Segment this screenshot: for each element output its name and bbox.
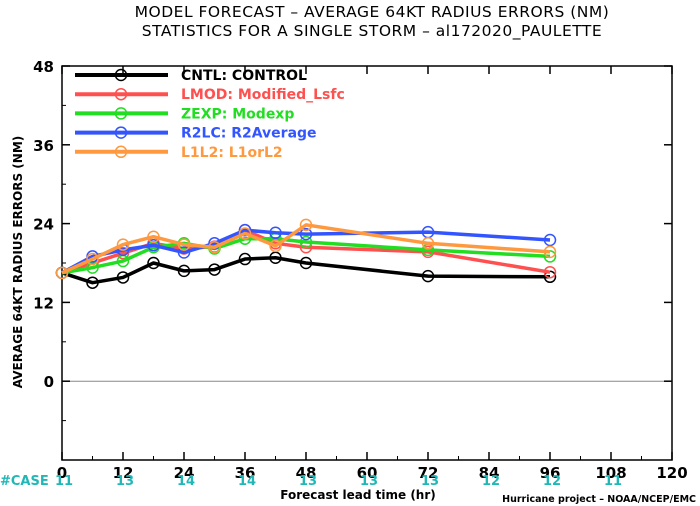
x-tick-label: 120 <box>656 464 687 482</box>
y-axis-label: AVERAGE 64KT RADIUS ERRORS (NM) <box>11 136 25 388</box>
case-count: 13 <box>116 474 134 489</box>
x-axis-label: Forecast lead time (hr) <box>280 488 436 502</box>
credit-text: Hurricane project – NOAA/NCEP/EMC <box>502 494 696 505</box>
series-line <box>61 255 551 285</box>
data-point <box>238 252 252 266</box>
legend-label: L1L2: L1orL2 <box>181 145 283 161</box>
data-point <box>177 238 191 251</box>
data-point <box>177 246 191 259</box>
x-tick-label: 24 <box>174 464 195 482</box>
case-count: 12 <box>482 474 500 489</box>
data-point <box>208 240 221 254</box>
x-tick-label: 84 <box>479 464 500 482</box>
case-row-title: #CASE <box>0 474 49 489</box>
case-count: 13 <box>421 474 439 489</box>
x-tick-label: 108 <box>595 464 626 482</box>
legend-marker <box>114 145 128 159</box>
data-point <box>299 227 313 241</box>
legend-label: R2LC: R2Average <box>181 126 317 142</box>
data-point <box>299 218 313 232</box>
case-count: 13 <box>360 474 378 489</box>
legend-entry: ZEXP: Modexp <box>75 106 294 122</box>
data-point <box>116 238 130 251</box>
y-tick-label: 24 <box>33 216 54 234</box>
data-point <box>238 223 252 237</box>
data-point <box>543 233 557 247</box>
legend-entry: L1L2: L1orL2 <box>75 145 283 161</box>
legend-label: LMOD: Modified_Lsfc <box>181 87 345 103</box>
data-point <box>299 256 313 270</box>
y-tick-label: 12 <box>33 294 54 312</box>
data-point <box>86 252 99 266</box>
legend-entry: CNTL: CONTROL <box>75 68 307 84</box>
y-tick-label: 48 <box>33 58 54 76</box>
data-point <box>208 263 221 276</box>
data-point <box>147 239 160 252</box>
series-layer <box>55 218 557 289</box>
x-tick-label: 0 <box>57 464 67 482</box>
series-5 <box>55 218 557 280</box>
y-tick-label: 36 <box>33 137 54 155</box>
case-count: 12 <box>543 474 561 489</box>
chart-subtitle: STATISTICS FOR A SINGLE STORM – al172020… <box>142 22 602 41</box>
x-tick-label: 96 <box>540 464 561 482</box>
legend: CNTL: CONTROL LMOD: Modified_Lsfc ZEXP: Mo… <box>75 68 345 161</box>
series-line <box>61 223 551 275</box>
legend-marker <box>114 126 128 139</box>
case-count: 11 <box>604 474 622 489</box>
case-count: 13 <box>299 474 317 489</box>
x-tick-label: 36 <box>235 464 256 482</box>
case-count: 14 <box>238 474 256 489</box>
legend-marker <box>114 87 128 101</box>
y-tick-label: 0 <box>44 373 54 391</box>
data-point <box>55 266 69 280</box>
chart-title: MODEL FORECAST – AVERAGE 64KT RADIUS ERR… <box>135 3 610 21</box>
x-tick-label: 60 <box>357 464 378 482</box>
series-line <box>61 228 551 275</box>
series-1 <box>55 251 557 289</box>
data-point <box>269 251 282 264</box>
data-point <box>116 271 130 284</box>
data-point <box>299 235 313 249</box>
data-point <box>421 237 435 250</box>
y-axis: 0 12 24 36 48 <box>33 58 672 422</box>
data-point <box>177 264 191 278</box>
legend-entry: LMOD: Modified_Lsfc <box>75 87 345 103</box>
case-count: 11 <box>55 474 73 489</box>
legend-marker <box>114 68 128 82</box>
data-point <box>269 239 282 253</box>
case-count: 14 <box>177 474 195 489</box>
data-point <box>421 269 435 283</box>
data-point <box>86 276 99 289</box>
legend-label: ZEXP: Modexp <box>181 106 294 122</box>
case-row: #CASE 11 13 14 14 13 13 13 12 12 11 <box>0 474 622 489</box>
data-point <box>116 246 130 260</box>
x-axis: 0 12 24 36 48 60 72 84 96 108 120 <box>57 66 688 482</box>
legend-label: CNTL: CONTROL <box>181 68 307 84</box>
data-point <box>543 265 557 279</box>
x-tick-label: 48 <box>296 464 317 482</box>
legend-marker <box>114 107 128 120</box>
data-point <box>147 256 160 270</box>
x-tick-label: 72 <box>418 464 439 482</box>
data-point <box>238 227 252 240</box>
data-point <box>147 230 160 243</box>
legend-entry: R2LC: R2Average <box>75 126 317 142</box>
data-point <box>543 245 557 259</box>
data-point <box>269 226 282 240</box>
x-tick-label: 12 <box>113 464 134 482</box>
series-line <box>61 236 551 275</box>
